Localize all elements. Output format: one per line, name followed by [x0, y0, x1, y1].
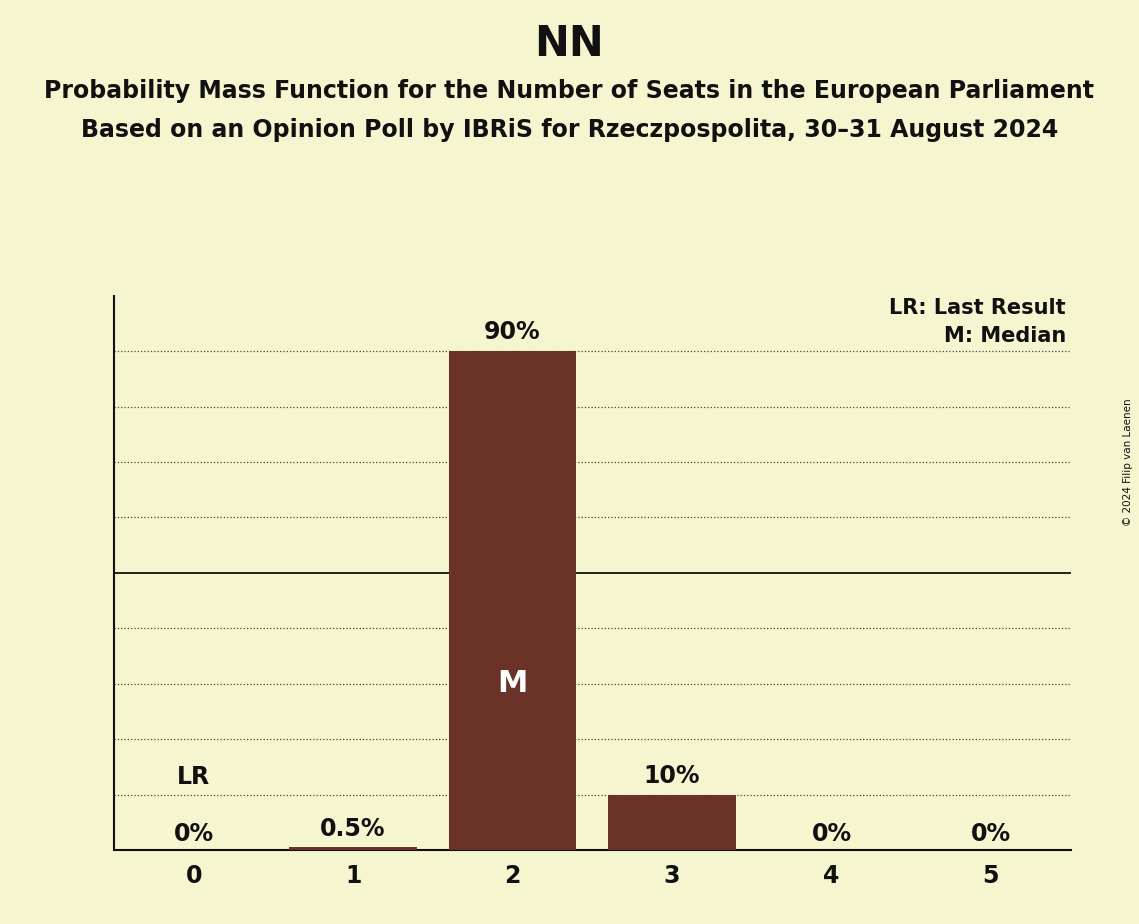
Text: 10%: 10%: [644, 764, 700, 788]
Text: 90%: 90%: [484, 321, 541, 345]
Text: 0%: 0%: [970, 821, 1011, 845]
Text: 0.5%: 0.5%: [320, 817, 386, 841]
Bar: [289, 847, 417, 850]
Text: 0%: 0%: [173, 821, 214, 845]
Text: 0%: 0%: [811, 821, 852, 845]
Text: LR: LR: [177, 765, 211, 789]
Text: NN: NN: [534, 23, 605, 65]
Bar: [449, 351, 576, 850]
Text: Probability Mass Function for the Number of Seats in the European Parliament: Probability Mass Function for the Number…: [44, 79, 1095, 103]
Text: M: M: [498, 669, 527, 699]
Text: © 2024 Filip van Laenen: © 2024 Filip van Laenen: [1123, 398, 1133, 526]
Text: Based on an Opinion Poll by IBRiS for Rzeczpospolita, 30–31 August 2024: Based on an Opinion Poll by IBRiS for Rz…: [81, 118, 1058, 142]
Bar: [608, 795, 736, 850]
Text: M: Median: M: Median: [943, 326, 1066, 346]
Text: LR: Last Result: LR: Last Result: [890, 298, 1066, 319]
